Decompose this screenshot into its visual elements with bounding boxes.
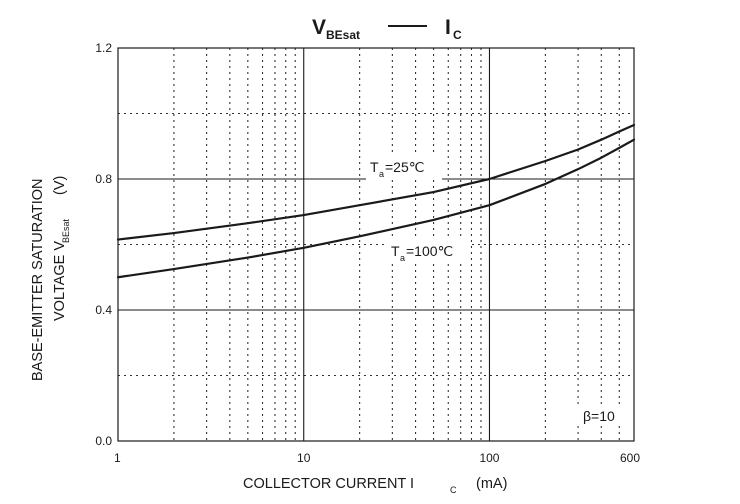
series-line-2 [116, 138, 636, 279]
series-curves [116, 123, 636, 279]
beta-note-bg [576, 404, 624, 426]
x-tick-label: 1 [114, 451, 121, 465]
minor-gridlines [118, 48, 634, 441]
x-axis-title: COLLECTOR CURRENT I C (mA) [243, 476, 507, 495]
y-tick-label: 0.4 [95, 303, 112, 317]
plot-frame [117, 47, 635, 442]
annotation-ta-25: T a =25℃ [366, 154, 442, 180]
x-axis-title-unit: (mA) [476, 476, 507, 492]
y-tick-label: 0.8 [95, 172, 112, 186]
annotation-ta-100-sub: a [400, 253, 405, 263]
y-tick-label: 0.0 [95, 434, 112, 448]
annotation-ta-25-sub: a [379, 169, 384, 179]
annotation-ta-100-main: T [391, 243, 400, 259]
annotation-ta-100: T a =100℃ [387, 238, 469, 264]
y-axis-title-line1: BASE-EMITTER SATURATION [30, 179, 46, 381]
series-line-1 [116, 123, 636, 241]
x-axis-title-main: COLLECTOR CURRENT I [243, 476, 414, 492]
title-right-sub: C [453, 28, 462, 42]
annotation-ta-25-bg [366, 154, 442, 180]
y-axis-title-line2-sub: BEsat [61, 218, 71, 243]
curve-annotations: T a =25℃ T a =100℃ [366, 154, 469, 264]
y-tick-label: 1.2 [95, 41, 112, 55]
annotation-ta-25-main: T [370, 159, 379, 175]
x-tick-label: 100 [479, 451, 499, 465]
annotation-ta-25-rest: =25℃ [385, 159, 424, 175]
title-left-main: V [312, 16, 326, 39]
x-tick-label: 10 [297, 451, 311, 465]
annotation-ta-100-rest: =100℃ [406, 243, 453, 259]
y-axis-title-line2-unit: (V) [52, 176, 68, 195]
y-axis-title-line2-main: VOLTAGE V [52, 241, 68, 321]
x-tick-label: 600 [620, 451, 640, 465]
annotation-ta-100-bg [387, 238, 469, 264]
title-left-sub: BEsat [326, 28, 360, 42]
y-tick-labels: 0.0 0.4 0.8 1.2 [95, 41, 112, 448]
x-tick-labels: 1 10 100 600 [114, 451, 640, 465]
y-axis-title: BASE-EMITTER SATURATION VOLTAGE V BEsat … [30, 176, 71, 381]
chart-title: V BEsat I C [312, 16, 462, 42]
beta-note: β=10 [576, 404, 624, 426]
x-axis-title-sub: C [450, 485, 457, 495]
title-right-main: I [445, 16, 451, 39]
beta-note-text: β=10 [583, 408, 615, 424]
